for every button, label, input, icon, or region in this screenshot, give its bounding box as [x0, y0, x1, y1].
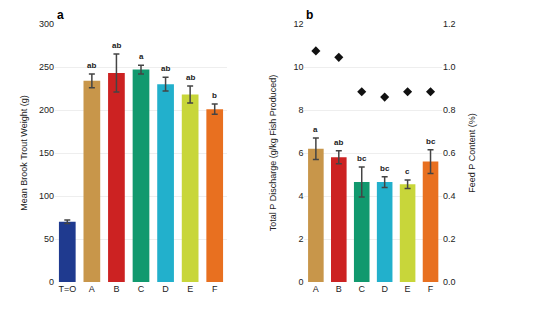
svg-text:bc: bc — [426, 137, 436, 146]
svg-text:0.0: 0.0 — [443, 277, 456, 287]
svg-text:0.6: 0.6 — [443, 148, 456, 158]
svg-text:b: b — [212, 91, 217, 100]
svg-text:0.8: 0.8 — [443, 105, 456, 115]
svg-text:Feed P Content (%): Feed P Content (%) — [467, 113, 477, 192]
svg-text:ab: ab — [112, 41, 121, 50]
svg-text:0: 0 — [49, 277, 54, 287]
svg-text:F: F — [212, 284, 218, 294]
svg-text:D: D — [162, 284, 169, 294]
svg-text:b: b — [306, 8, 313, 22]
svg-text:ab: ab — [87, 61, 96, 70]
svg-text:4: 4 — [298, 191, 303, 201]
svg-text:0.2: 0.2 — [443, 234, 456, 244]
svg-text:ab: ab — [161, 64, 170, 73]
svg-text:Mean Brook Trout Weight (g): Mean Brook Trout Weight (g) — [19, 95, 29, 210]
svg-text:8: 8 — [298, 105, 303, 115]
svg-text:1.0: 1.0 — [443, 62, 456, 72]
svg-text:B: B — [336, 284, 342, 294]
svg-text:a: a — [139, 52, 144, 61]
svg-text:B: B — [113, 284, 119, 294]
svg-text:D: D — [381, 284, 388, 294]
svg-text:E: E — [405, 284, 411, 294]
svg-text:300: 300 — [39, 19, 54, 29]
svg-text:a: a — [313, 125, 318, 134]
svg-text:Total P Discharge (g/kg Fish P: Total P Discharge (g/kg Fish Produced) — [268, 75, 278, 231]
svg-text:150: 150 — [39, 148, 54, 158]
svg-text:bc: bc — [380, 164, 390, 173]
svg-text:250: 250 — [39, 62, 54, 72]
svg-text:ab: ab — [186, 73, 195, 82]
svg-text:a: a — [57, 8, 64, 22]
svg-text:C: C — [138, 284, 145, 294]
svg-text:0: 0 — [298, 277, 303, 287]
svg-text:C: C — [358, 284, 365, 294]
svg-text:1.2: 1.2 — [443, 19, 456, 29]
svg-text:bc: bc — [357, 154, 367, 163]
svg-text:ab: ab — [334, 138, 343, 147]
svg-text:2: 2 — [298, 234, 303, 244]
svg-text:A: A — [89, 284, 95, 294]
svg-text:0.4: 0.4 — [443, 191, 456, 201]
svg-text:12: 12 — [293, 19, 303, 29]
svg-text:T=O: T=O — [58, 284, 76, 294]
svg-text:A: A — [313, 284, 319, 294]
svg-text:10: 10 — [293, 62, 303, 72]
svg-text:E: E — [187, 284, 193, 294]
svg-text:c: c — [405, 167, 410, 176]
svg-text:100: 100 — [39, 191, 54, 201]
svg-text:6: 6 — [298, 148, 303, 158]
svg-text:F: F — [428, 284, 434, 294]
svg-text:50: 50 — [44, 234, 54, 244]
svg-text:200: 200 — [39, 105, 54, 115]
